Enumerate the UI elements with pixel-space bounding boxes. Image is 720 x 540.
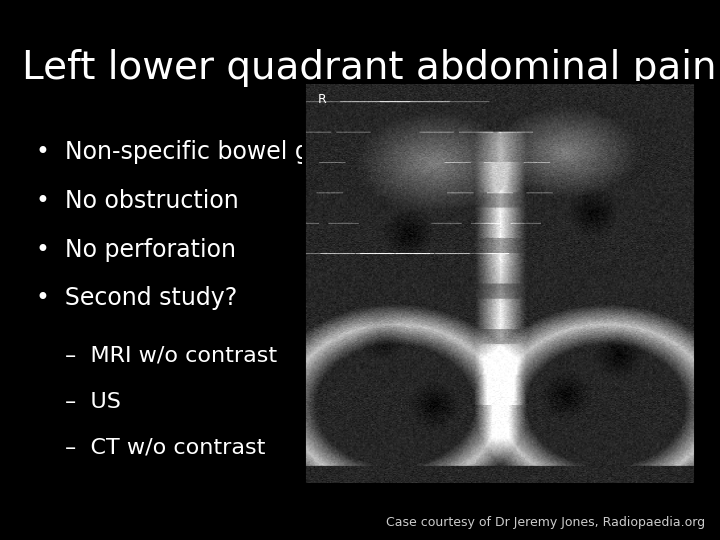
Text: –  MRI w/o contrast: – MRI w/o contrast xyxy=(65,346,277,366)
Text: –  US: – US xyxy=(65,392,121,411)
Text: –  CT w/o contrast: – CT w/o contrast xyxy=(65,437,265,457)
Text: •  No perforation: • No perforation xyxy=(36,238,236,261)
Text: R: R xyxy=(318,93,327,106)
Text: Case courtesy of Dr Jeremy Jones, Radiopaedia.org: Case courtesy of Dr Jeremy Jones, Radiop… xyxy=(387,516,706,529)
Text: •  No obstruction: • No obstruction xyxy=(36,189,239,213)
Text: •  Second study?: • Second study? xyxy=(36,286,238,310)
Text: Left lower quadrant abdominal pain: Left lower quadrant abdominal pain xyxy=(22,49,716,86)
Text: •  Non-specific bowel gas: • Non-specific bowel gas xyxy=(36,140,336,164)
